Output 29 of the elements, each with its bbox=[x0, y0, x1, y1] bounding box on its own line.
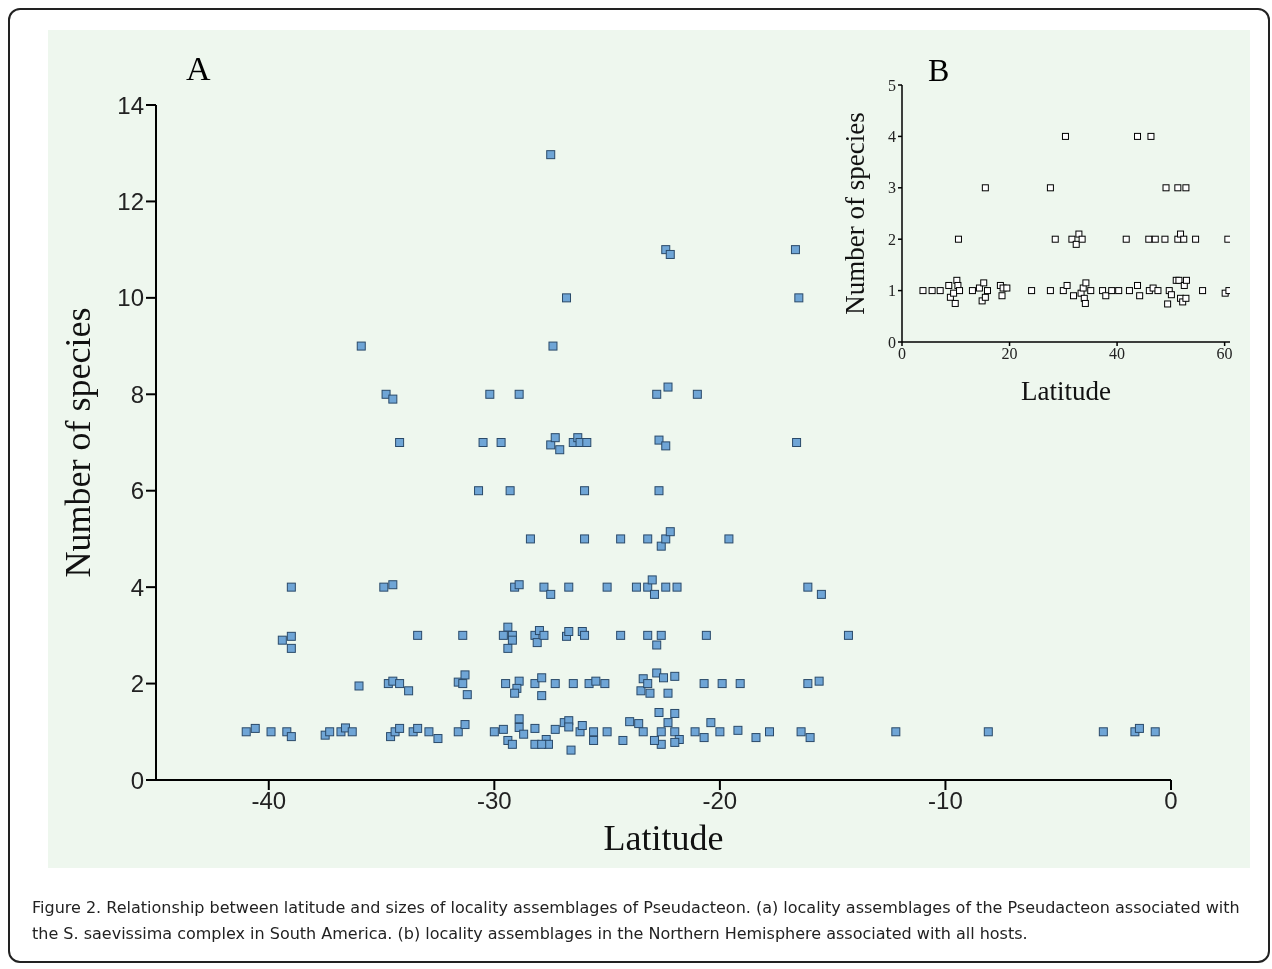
y-tick-label: 2 bbox=[888, 230, 896, 248]
y-tick-label: 8 bbox=[130, 380, 144, 408]
x-axis-title: Latitude bbox=[603, 818, 724, 858]
x-axis-title: Latitude bbox=[1021, 376, 1111, 406]
x-tick-label: -30 bbox=[476, 787, 512, 815]
y-axis-title: Number of species bbox=[58, 307, 98, 578]
y-tick-label: 0 bbox=[130, 766, 144, 794]
x-tick-label: -40 bbox=[251, 787, 287, 815]
x-tick-label: 60 bbox=[1216, 345, 1233, 363]
y-axis-title: Number of species bbox=[840, 112, 870, 315]
y-tick-label: 10 bbox=[117, 284, 144, 312]
y-tick-label: 0 bbox=[888, 333, 896, 351]
chart-title: A bbox=[186, 50, 211, 88]
x-tick-label: 0 bbox=[1164, 787, 1178, 815]
y-tick-label: 2 bbox=[130, 670, 144, 698]
y-tick-label: 6 bbox=[130, 477, 144, 505]
x-tick-label: -10 bbox=[928, 787, 963, 815]
x-tick-label: 20 bbox=[1001, 345, 1018, 363]
y-tick-label: 4 bbox=[130, 573, 144, 601]
x-tick-label: 40 bbox=[1109, 345, 1126, 363]
y-tick-label: 12 bbox=[117, 187, 144, 215]
y-tick-label: 1 bbox=[888, 282, 896, 300]
x-tick-label: -20 bbox=[702, 787, 738, 815]
y-tick-label: 14 bbox=[117, 91, 144, 119]
y-tick-label: 5 bbox=[888, 76, 896, 94]
y-tick-label: 4 bbox=[888, 128, 896, 146]
caption: Figure 2. Relationship between latitude and sizes of locality assemblages of Pseudacteon. (a) locality assemblages of the Pseudacteon associated with the S. saevissima complex in South America. (b) locality assemblages in the Northern Hemisphere associated with all hosts. bbox=[32, 897, 1241, 945]
chart-title: B bbox=[928, 52, 950, 89]
y-tick-label: 3 bbox=[888, 179, 896, 197]
